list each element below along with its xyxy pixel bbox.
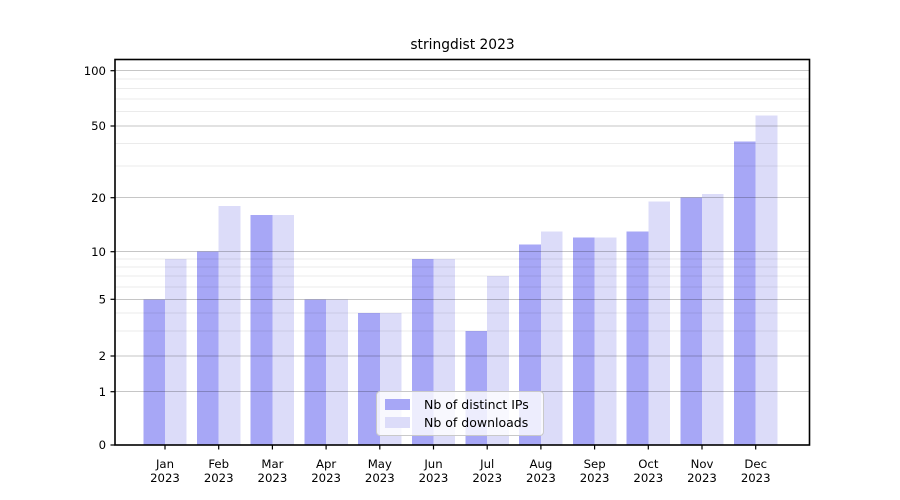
bar-distinct-ips (197, 251, 219, 445)
x-tick-label-month: Sep (584, 457, 606, 471)
bar-distinct-ips (734, 141, 756, 445)
x-tick-label-month: Apr (316, 457, 336, 471)
bar-downloads (272, 215, 295, 445)
y-tick-label: 100 (84, 64, 106, 78)
y-tick-label: 5 (99, 293, 106, 307)
legend-label: Nb of distinct IPs (424, 397, 529, 412)
bar-downloads (540, 231, 563, 445)
bar-downloads (326, 299, 348, 445)
x-tick-label-month: Jul (479, 457, 494, 471)
chart-title: stringdist 2023 (410, 37, 515, 53)
bar-distinct-ips (572, 237, 595, 445)
bar-downloads (218, 205, 241, 445)
y-tick-label: 10 (91, 245, 106, 259)
legend: Nb of distinct IPs Nb of downloads (376, 391, 544, 436)
bar-downloads (165, 258, 187, 445)
x-tick-label-year: 2023 (204, 471, 234, 485)
legend-swatch (385, 399, 410, 410)
bar-distinct-ips (626, 231, 649, 445)
x-tick-label-year: 2023 (258, 471, 288, 485)
grid (115, 70, 810, 393)
x-tick-label-month: Jan (155, 457, 174, 471)
bar-distinct-ips (143, 299, 165, 445)
y-tick-label: 0 (99, 438, 106, 452)
legend-swatch (385, 417, 410, 428)
x-tick-label-month: May (368, 457, 392, 471)
x-tick-label-year: 2023 (741, 471, 771, 485)
x-tick-label-year: 2023 (419, 471, 449, 485)
x-tick-label-month: Aug (529, 457, 552, 471)
y-tick-label: 1 (99, 385, 106, 399)
x-tick-label-month: Feb (208, 457, 229, 471)
x-tick-label-month: Oct (638, 457, 659, 471)
bar-downloads (648, 201, 670, 445)
x-tick-label-year: 2023 (526, 471, 556, 485)
x-tick-label-month: Dec (744, 457, 767, 471)
y-tick-label: 50 (91, 119, 106, 133)
x-tick-label-month: Mar (261, 457, 283, 471)
x-tick-label-year: 2023 (150, 471, 180, 485)
bar-distinct-ips (680, 197, 702, 445)
bar-distinct-ips (250, 215, 273, 445)
x-tick-label-year: 2023 (311, 471, 341, 485)
x-tick-label-month: Nov (691, 457, 714, 471)
x-tick-label-year: 2023 (687, 471, 717, 485)
x-tick-label-year: 2023 (472, 471, 502, 485)
x-tick-label-year: 2023 (365, 471, 395, 485)
bar-distinct-ips (304, 299, 327, 445)
legend-label: Nb of downloads (424, 415, 529, 430)
x-tick-label-month: Jun (423, 457, 442, 471)
bar-distinct-ips (358, 313, 380, 445)
x-tick-label-year: 2023 (580, 471, 610, 485)
y-tick-label: 2 (99, 349, 106, 363)
x-tick-label-year: 2023 (633, 471, 663, 485)
legend-entry: Nb of distinct IPs (385, 397, 535, 412)
legend-entry: Nb of downloads (385, 415, 535, 430)
y-tick-label: 20 (91, 191, 106, 205)
bar-downloads (702, 193, 724, 445)
bar-downloads (594, 237, 617, 445)
bar-downloads (755, 115, 778, 445)
